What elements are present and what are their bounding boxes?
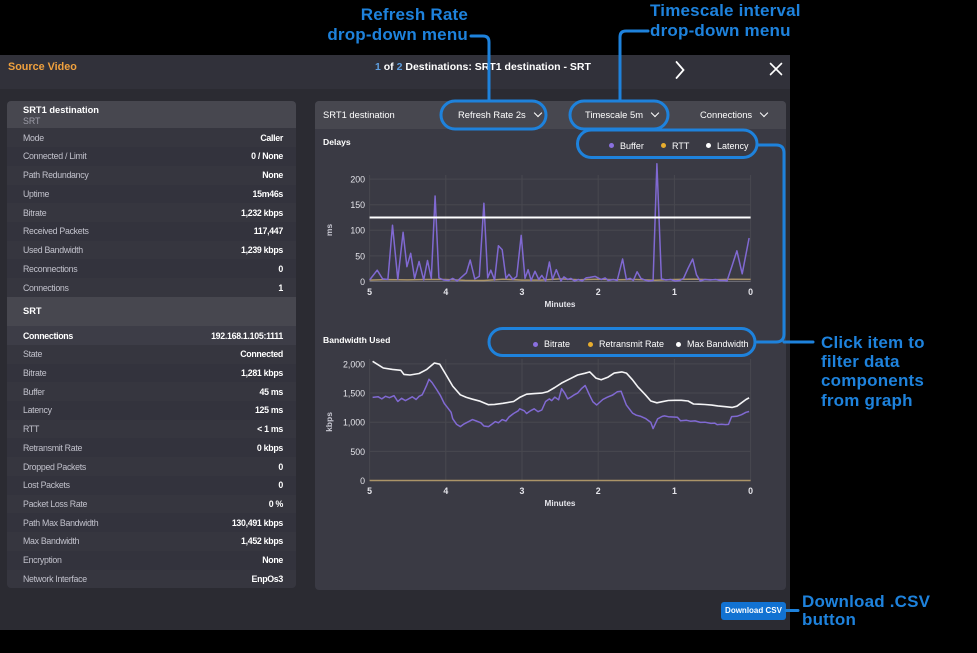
svg-text:0: 0 [748, 486, 753, 496]
svg-text:3: 3 [520, 287, 525, 297]
svg-text:2,000: 2,000 [343, 359, 365, 369]
svg-text:kbps: kbps [324, 412, 334, 432]
svg-text:1,000: 1,000 [343, 418, 365, 428]
svg-text:2: 2 [596, 287, 601, 297]
svg-text:5: 5 [367, 287, 372, 297]
svg-text:0: 0 [748, 287, 753, 297]
svg-text:Minutes: Minutes [545, 499, 576, 508]
svg-text:0: 0 [360, 277, 365, 287]
svg-text:150: 150 [350, 200, 365, 210]
svg-text:1: 1 [672, 287, 677, 297]
svg-text:500: 500 [350, 447, 365, 457]
svg-text:2: 2 [596, 486, 601, 496]
svg-text:4: 4 [443, 287, 448, 297]
svg-text:Minutes: Minutes [545, 300, 576, 309]
svg-text:100: 100 [350, 226, 365, 236]
svg-text:5: 5 [367, 486, 372, 496]
svg-text:ms: ms [324, 224, 334, 237]
svg-text:50: 50 [355, 251, 365, 261]
svg-text:1: 1 [672, 486, 677, 496]
svg-text:3: 3 [520, 486, 525, 496]
svg-text:0: 0 [360, 476, 365, 486]
svg-text:1,500: 1,500 [343, 388, 365, 398]
svg-text:4: 4 [443, 486, 448, 496]
svg-text:200: 200 [350, 175, 365, 185]
